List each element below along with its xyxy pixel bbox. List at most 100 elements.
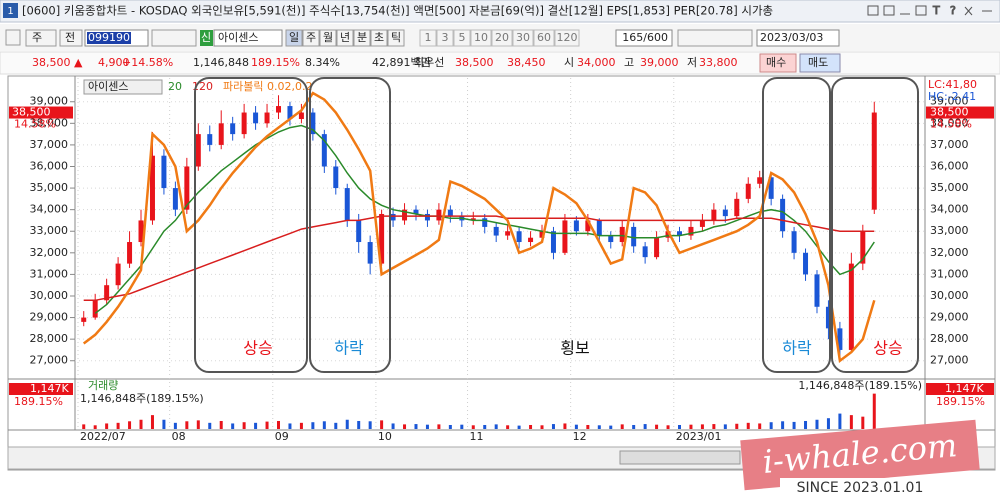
- interval-button[interactable]: [491, 29, 513, 47]
- watermark-since: SINCE 2023.01.01: [797, 480, 924, 496]
- y2-tick-label: 32,000: [930, 246, 969, 259]
- annotation-text: 하락: [782, 339, 812, 358]
- tool-icons[interactable]: [677, 29, 753, 47]
- volume-bar: [277, 420, 280, 429]
- high-label: 고: [624, 56, 634, 69]
- y-tick-label: 39,000: [30, 95, 69, 108]
- interval-button[interactable]: [436, 29, 454, 47]
- interval-button[interactable]: [470, 29, 492, 47]
- indicator-line: [94, 124, 875, 314]
- volume-bar: [185, 421, 189, 429]
- candle-body: [803, 252, 809, 275]
- interval-button[interactable]: [554, 29, 580, 47]
- candle-body: [367, 242, 373, 264]
- volume-bar: [746, 422, 750, 429]
- volume-rate-text: 189.15%: [14, 395, 63, 408]
- annotation-box: [762, 77, 831, 373]
- y2-tick-label: 27,000: [930, 354, 969, 367]
- grid-button[interactable]: [5, 29, 21, 46]
- volume-bar: [872, 393, 876, 429]
- svg-text:?: ?: [950, 4, 956, 17]
- interval-label: 5: [459, 31, 466, 44]
- amount: 42,891백만: [372, 56, 431, 69]
- volume-bar: [448, 424, 452, 429]
- window-controls[interactable]: T?: [867, 4, 992, 18]
- turnover: 8.34%: [305, 56, 340, 69]
- volume-bar: [105, 423, 109, 429]
- candle-body: [631, 226, 637, 247]
- flag-box: [200, 30, 213, 46]
- sell: 매도: [808, 56, 828, 69]
- lc-label: LC:41,80: [928, 78, 977, 91]
- y2-tick-label: 36,000: [930, 159, 969, 172]
- volume-badge-right-text: 1,147K: [945, 382, 984, 395]
- chart: 27,000 27,000 28,000 28,000 29,000 29,000 30,0…: [9, 77, 994, 498]
- unit-button[interactable]: [285, 29, 303, 47]
- open-label: 시: [564, 56, 574, 69]
- interval-button[interactable]: [512, 29, 534, 47]
- candle-body: [791, 231, 797, 253]
- date-box[interactable]: [756, 29, 840, 47]
- candle-body: [562, 220, 568, 253]
- volume-bar: [425, 424, 429, 429]
- scroll-thumb[interactable]: [619, 450, 741, 465]
- quote-row: [0, 51, 1000, 75]
- candle-body: [688, 226, 694, 236]
- candle-body: [447, 209, 453, 217]
- volume-bar: [414, 424, 418, 429]
- unit-button[interactable]: [319, 29, 337, 47]
- sell-button[interactable]: [799, 53, 841, 73]
- unit-button[interactable]: [370, 29, 388, 47]
- volume-rate-right-text: 189.15%: [936, 395, 985, 408]
- volume-bar: [460, 424, 464, 429]
- unit-button[interactable]: [302, 29, 320, 47]
- candle-body: [768, 177, 774, 199]
- candle-body: [149, 155, 155, 221]
- volume-bar: [632, 424, 636, 429]
- best-label: 최우선: [414, 56, 444, 69]
- unit-label: 년: [340, 31, 350, 44]
- ask: 38,500: [455, 56, 494, 69]
- volume-bar: [643, 424, 647, 429]
- interval-button[interactable]: [533, 29, 555, 47]
- interval-button[interactable]: [419, 29, 437, 47]
- candle-body: [253, 112, 259, 124]
- prev: 전: [65, 31, 75, 44]
- y-tick-label: 35,000: [30, 181, 69, 194]
- y-tick-label: 37,000: [30, 138, 69, 151]
- candle-body: [424, 213, 430, 221]
- annotation-box: [831, 77, 919, 373]
- volume-bar: [769, 422, 773, 429]
- volume-bar: [586, 424, 590, 429]
- candle-body: [619, 226, 625, 243]
- toolbar-icons[interactable]: [151, 29, 197, 47]
- indicator-line: [82, 91, 876, 363]
- volume-bar: [162, 419, 166, 429]
- rate: +14.58%: [122, 56, 173, 69]
- volume-bar: [311, 422, 315, 429]
- price-badge: [9, 106, 73, 119]
- candle-body: [264, 112, 270, 124]
- prev-button[interactable]: [59, 29, 83, 47]
- count-box[interactable]: [615, 29, 673, 47]
- candle-body: [321, 134, 327, 167]
- candle-body: [596, 220, 602, 236]
- legend-entry: 파라볼릭 0.02,0.2: [223, 80, 312, 93]
- period-select[interactable]: [25, 29, 57, 47]
- change: 4,900: [98, 56, 130, 69]
- volume-bar: [208, 422, 212, 429]
- annotation-box: [309, 77, 391, 373]
- volume-rate: 189.15%: [251, 56, 300, 69]
- candle-body: [837, 328, 843, 350]
- unit-button[interactable]: [336, 29, 354, 47]
- name-box[interactable]: [213, 29, 283, 47]
- x-tick-label: 12: [573, 430, 587, 443]
- unit-button[interactable]: [387, 29, 405, 47]
- y2-tick-label: 28,000: [930, 332, 969, 345]
- volume-bar: [804, 420, 808, 429]
- buy-button[interactable]: [759, 53, 797, 73]
- interval-button[interactable]: [453, 29, 471, 47]
- interval-label: 120: [557, 31, 578, 44]
- unit-button[interactable]: [353, 29, 371, 47]
- x-tick-label: 09: [275, 430, 289, 443]
